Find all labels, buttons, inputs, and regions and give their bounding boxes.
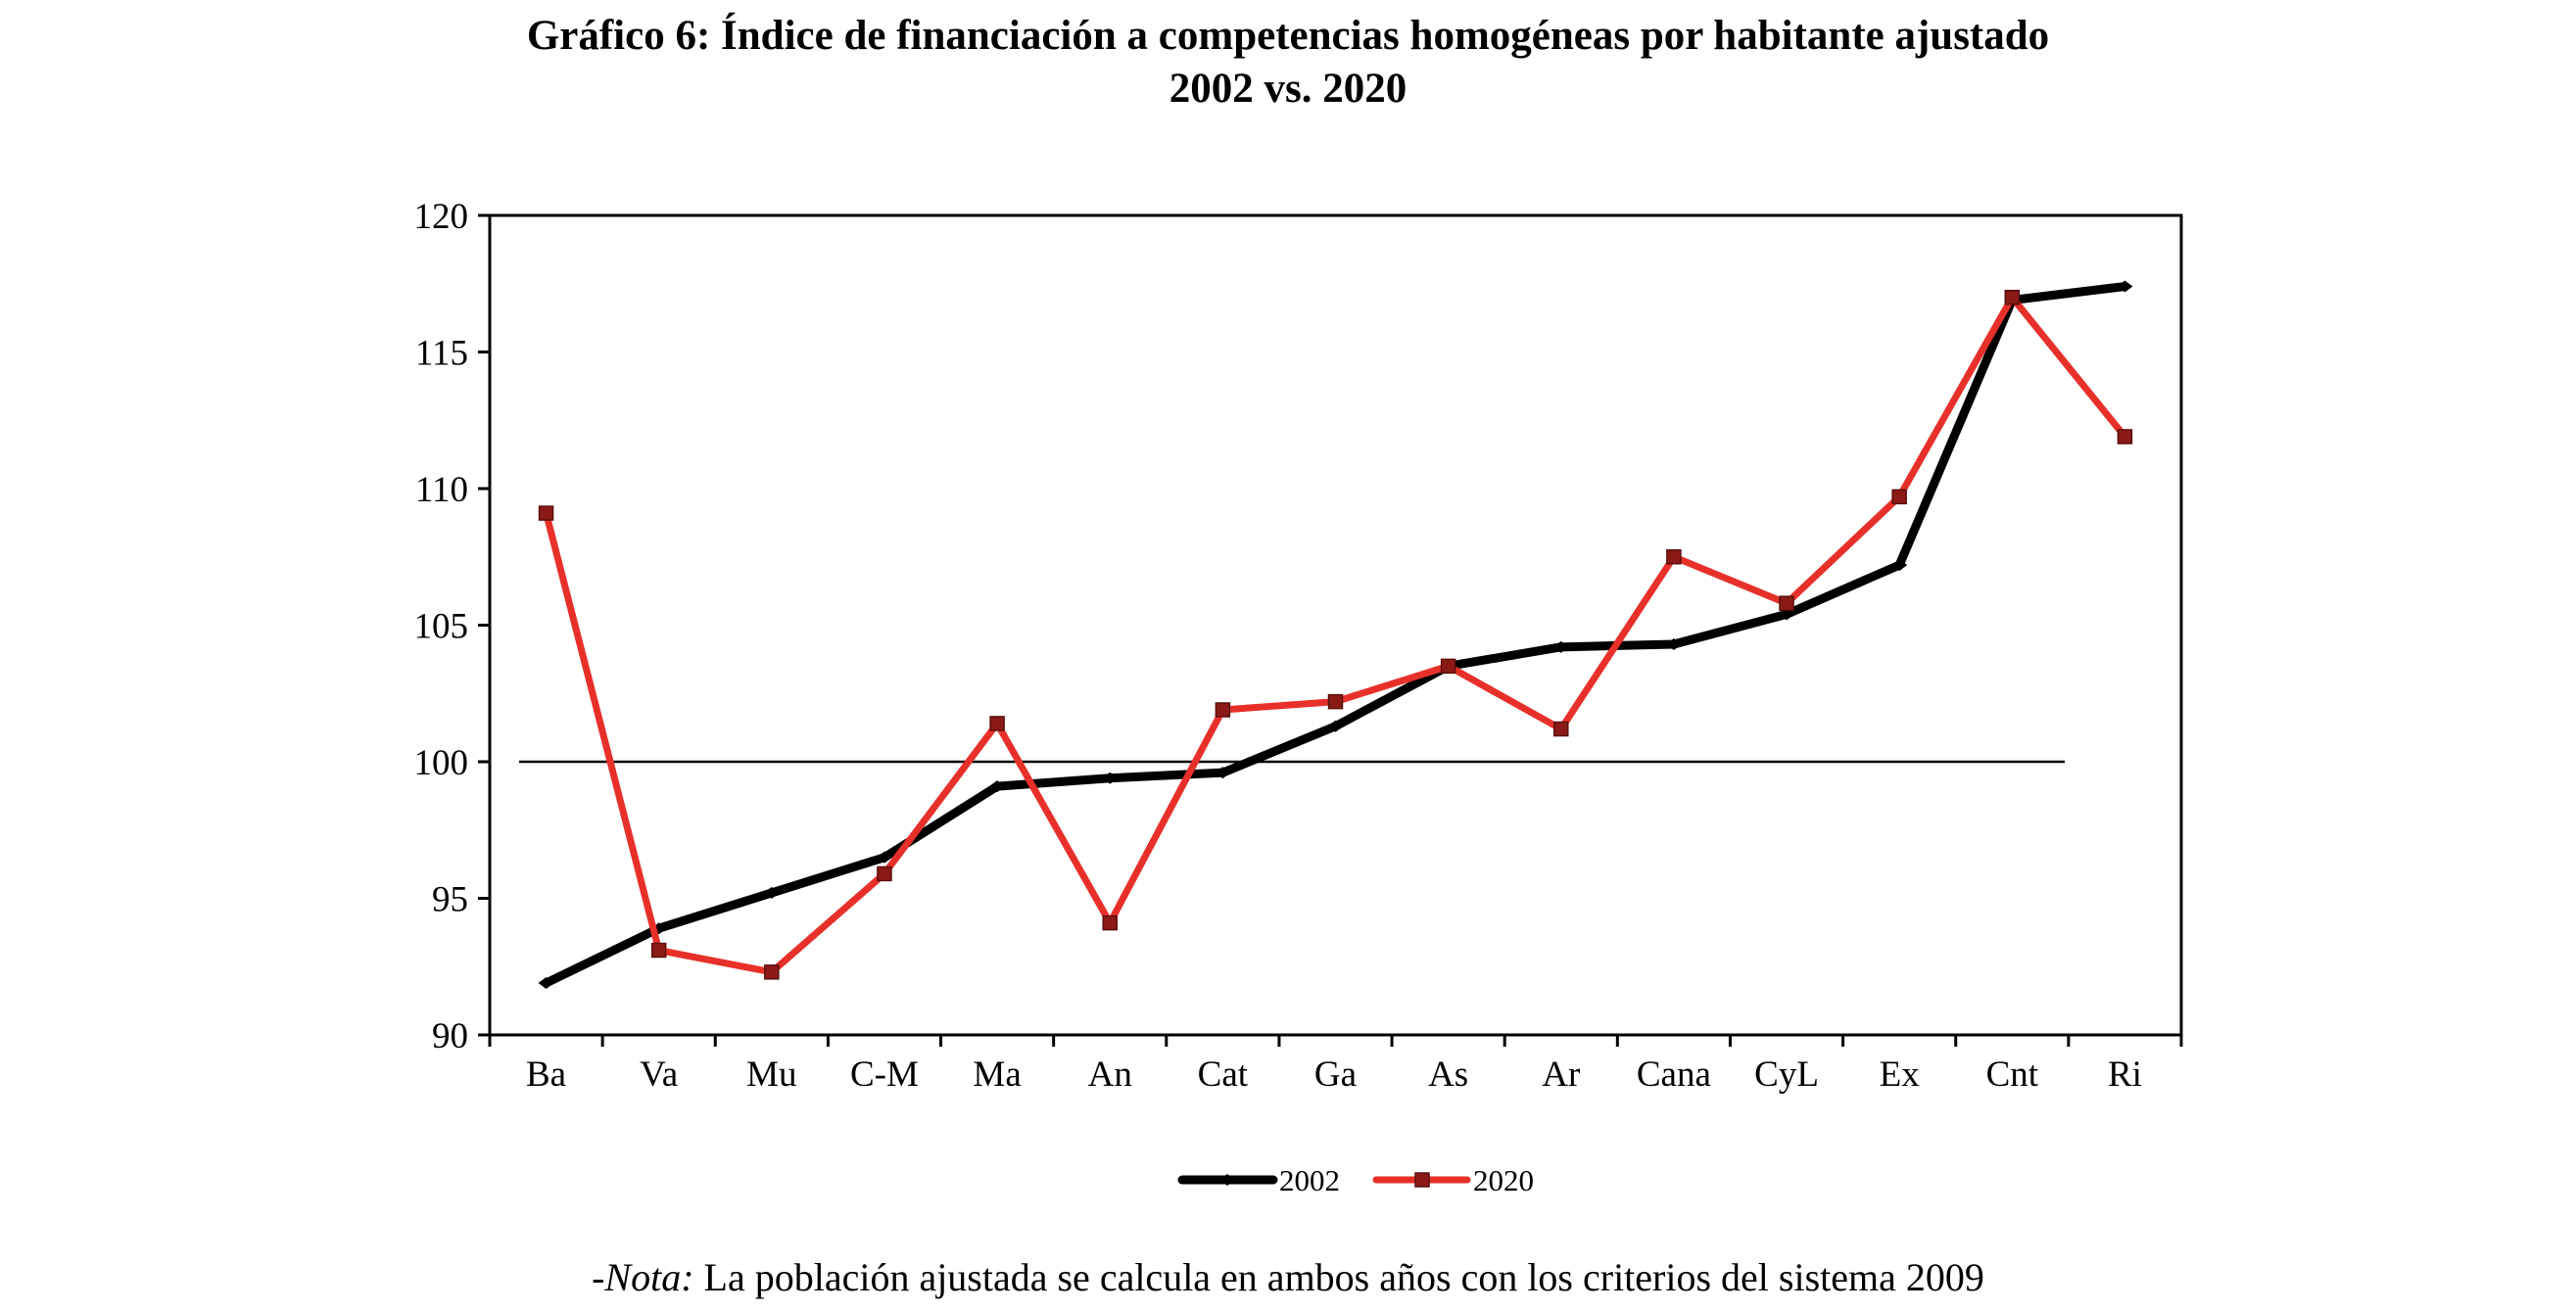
point-2020-C-M (877, 866, 892, 882)
chart-title-line-2: 2002 vs. 2020 (1169, 66, 1407, 112)
x-tick-label: Ga (1314, 1054, 1357, 1095)
point-2020-CyL (1779, 595, 1794, 611)
x-tick-label: Ma (973, 1054, 1021, 1095)
chart-title-line-1: Gráfico 6: Índice de financiación a comp… (526, 13, 2050, 59)
footnote-label: -Nota: (592, 1255, 694, 1299)
point-2020-Cnt (2004, 289, 2021, 305)
point-2002-Ex (1891, 559, 1908, 572)
x-tick-label: Cnt (1986, 1054, 2039, 1095)
legend-label-2002: 2002 (1279, 1163, 1340, 1197)
point-2020-Ri (2117, 429, 2133, 445)
y-tick-label: 105 (414, 607, 469, 647)
x-tick-label: Cat (1198, 1054, 1249, 1095)
point-2020-Ma (989, 716, 1005, 731)
x-tick-label: Mu (746, 1054, 796, 1095)
point-2002-C-M (876, 851, 892, 864)
line-chart: 90 95 100 105 110 115 120 Ba Va Mu C-M Ma An Cat Ga As A… (414, 197, 2183, 1197)
legend: 2002 2020 (1177, 1163, 1534, 1197)
x-tick-label: C-M (850, 1054, 919, 1095)
point-2002-Mu (763, 886, 780, 899)
x-tick-label: Ri (2108, 1054, 2142, 1095)
legend-marker-2020 (1414, 1172, 1430, 1188)
y-tick-label: 120 (414, 197, 469, 237)
point-2020-An (1102, 914, 1118, 931)
legend-label-2020: 2020 (1473, 1163, 1534, 1197)
point-2002-Ri (2117, 280, 2133, 293)
chart-title: Gráfico 6: Índice de financiación a comp… (0, 10, 2576, 116)
x-tick-label: CyL (1754, 1054, 1819, 1095)
plot-frame (488, 213, 2183, 1037)
x-tick-label: An (1088, 1054, 1132, 1095)
point-2020-Ba (538, 505, 554, 521)
x-tick-label: Cana (1637, 1054, 1711, 1095)
legend-marker-2002 (1219, 1174, 1235, 1186)
point-2002-Ga (1327, 720, 1344, 732)
series-line-2002 (542, 282, 2129, 988)
point-2002-Cat (1215, 767, 1231, 779)
point-2002-Ba (538, 976, 554, 989)
point-2020-As (1440, 658, 1456, 675)
point-2002-CyL (1779, 608, 1795, 621)
point-2020-Mu (764, 964, 780, 980)
y-tick-label: 90 (432, 1016, 468, 1056)
y-tick-label: 100 (414, 743, 469, 783)
point-2020-Ar (1553, 721, 1569, 737)
x-tick-label: Ba (526, 1054, 566, 1095)
point-2020-Cat (1215, 702, 1231, 718)
series-line-2020 (543, 294, 2128, 976)
footnote-text: La población ajustada se calcula en ambo… (693, 1255, 1984, 1299)
point-2020-Va (650, 942, 667, 959)
point-2002-Ar (1552, 640, 1569, 653)
chart-axes: 90 95 100 105 110 115 120 Ba Va Mu C-M Ma An Cat Ga As A… (414, 197, 2183, 1095)
footnote: -Nota: La población ajustada se calcula … (0, 1253, 2576, 1302)
point-2002-Cana (1665, 638, 1682, 651)
x-tick-label: Va (640, 1054, 678, 1095)
point-2020-Cana (1666, 549, 1682, 565)
point-2002-An (1102, 772, 1119, 784)
x-tick-label: Ex (1880, 1054, 1921, 1095)
x-tick-label: As (1428, 1054, 1468, 1095)
y-tick-label: 115 (415, 334, 468, 374)
point-2020-Ex (1891, 489, 1907, 505)
y-tick-label: 95 (432, 880, 468, 920)
x-tick-label: Ar (1542, 1054, 1580, 1095)
point-2020-Ga (1327, 693, 1344, 710)
point-2002-Ma (989, 780, 1006, 793)
y-tick-label: 110 (415, 470, 468, 510)
series-group (538, 280, 2133, 989)
